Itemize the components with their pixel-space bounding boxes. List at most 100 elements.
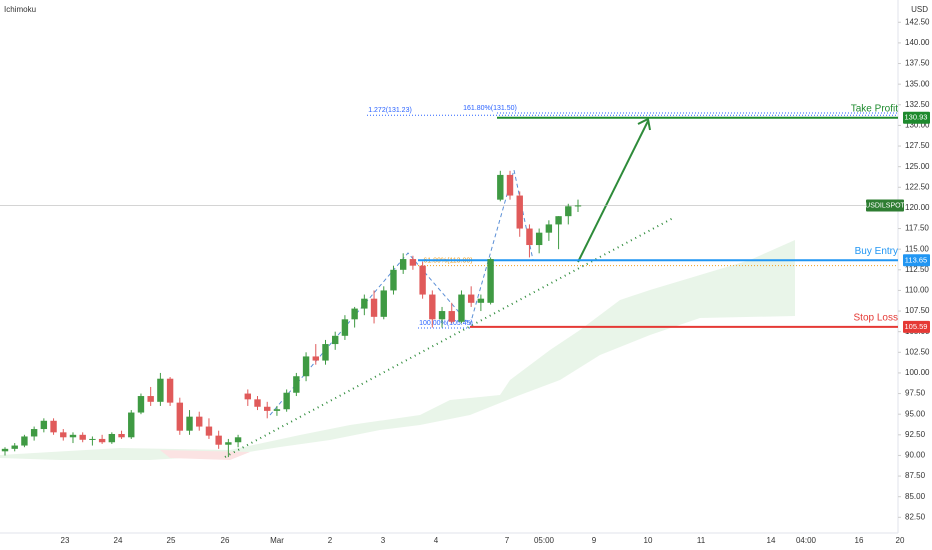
candle-body <box>302 356 310 377</box>
candle-body <box>30 429 38 437</box>
candle-body <box>332 335 339 345</box>
candle-body <box>118 433 125 438</box>
level-name: Buy Entry <box>855 246 898 257</box>
candle-body <box>176 402 184 431</box>
symbol-label: USDILSPOT <box>865 202 905 209</box>
fib-label: 161.80%(131.50) <box>463 105 517 112</box>
x-tick-label: 4 <box>434 536 439 545</box>
candle-body <box>128 412 135 438</box>
y-tick-label: 100.00 <box>905 368 930 377</box>
y-tick-label: 127.50 <box>905 141 930 150</box>
x-tick-label: 24 <box>114 536 123 545</box>
candle-body <box>11 445 18 449</box>
x-tick-label: 25 <box>167 536 176 545</box>
candle-body <box>351 308 358 320</box>
candle-body <box>60 432 67 438</box>
candle-body <box>438 311 446 320</box>
candle-body <box>69 434 77 438</box>
candle-body <box>40 420 48 430</box>
candle-body <box>147 396 154 402</box>
x-tick-label: 23 <box>61 536 70 545</box>
candle-body <box>555 216 562 225</box>
candle-body <box>254 399 261 407</box>
y-tick-label: 135.00 <box>905 79 930 88</box>
level-tag <box>903 111 930 124</box>
level-value: 113.65 <box>905 255 927 264</box>
candle-body <box>409 259 417 266</box>
y-tick-label: 130.00 <box>905 121 930 130</box>
ichimoku-cloud-red <box>160 450 250 460</box>
arrow <box>577 120 649 263</box>
candle-body <box>264 406 271 411</box>
candle-body <box>166 378 174 403</box>
y-tick-label: 122.50 <box>905 182 930 191</box>
candle-body <box>448 311 455 322</box>
y-tick-label: 140.00 <box>905 38 930 47</box>
level-value: 130.93 <box>905 113 928 122</box>
x-tick-label: 20 <box>896 536 905 545</box>
candle-body <box>322 344 329 361</box>
indicator-name: Ichimoku <box>4 5 36 14</box>
candle-body <box>225 442 232 445</box>
x-tick-label: 26 <box>221 536 230 545</box>
candle-body <box>341 319 349 336</box>
y-tick-label: 117.50 <box>905 224 929 233</box>
candle-body <box>293 376 300 393</box>
candle-body <box>108 433 116 443</box>
y-tick-label: 132.50 <box>905 100 930 109</box>
x-tick-label: 3 <box>381 536 386 545</box>
candle-body <box>429 294 436 320</box>
candle-body <box>89 438 96 440</box>
arrow-head <box>637 117 651 131</box>
candle-body <box>497 174 504 200</box>
candle-body <box>516 195 523 229</box>
candle-body <box>467 294 475 303</box>
candle-body <box>98 438 106 443</box>
x-tick-label: 2 <box>328 536 333 545</box>
y-tick-label: 107.50 <box>905 306 930 315</box>
candle-body <box>419 265 426 295</box>
x-tick-label: 10 <box>644 536 653 545</box>
candle-body <box>234 437 242 443</box>
y-tick-label: 82.50 <box>905 512 926 521</box>
y-tick-label: 85.00 <box>905 492 926 501</box>
candle-body <box>506 174 514 196</box>
candle-body <box>137 396 145 413</box>
candle-body <box>545 224 553 233</box>
x-tick-label: 04:00 <box>796 536 817 545</box>
fib-label: 1.272(131.23) <box>368 107 412 114</box>
candle-body <box>21 436 28 446</box>
y-tick-label: 102.50 <box>905 347 930 356</box>
candle-body <box>215 435 222 445</box>
candle-body <box>361 298 368 309</box>
y-tick-label: 110.00 <box>905 286 929 295</box>
candle-body <box>273 409 281 411</box>
y-tick-label: 112.50 <box>905 265 929 274</box>
candle-body <box>1 448 9 452</box>
trend-line <box>224 216 676 458</box>
candle-body <box>370 298 378 317</box>
candle-body <box>283 392 290 410</box>
candle-body <box>487 259 494 303</box>
x-tick-label: 16 <box>855 536 864 545</box>
symbol-tag <box>866 199 904 212</box>
x-tick-label: 11 <box>697 536 706 545</box>
x-tick-label: Mar <box>270 536 284 545</box>
candle-body <box>186 416 193 431</box>
candle-body <box>535 232 543 246</box>
candle-body <box>526 228 533 246</box>
y-tick-label: 137.50 <box>905 59 930 68</box>
y-tick-label: 97.50 <box>905 389 926 398</box>
candle-body <box>458 294 465 322</box>
y-tick-label: 87.50 <box>905 471 926 480</box>
candle-body <box>565 206 572 217</box>
y-tick-label: 125.00 <box>905 162 930 171</box>
candle-body <box>399 259 407 270</box>
y-tick-label: 95.00 <box>905 409 926 418</box>
candle-body <box>205 426 213 436</box>
level-name: Take Profit <box>851 103 898 114</box>
y-tick-label: 142.50 <box>905 17 930 26</box>
candle-body <box>196 416 203 427</box>
level-value: 105.59 <box>905 322 928 331</box>
